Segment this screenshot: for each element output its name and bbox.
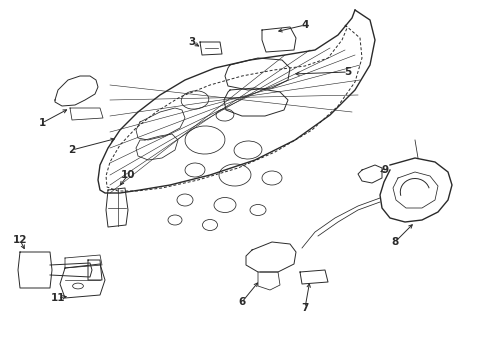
- Text: 7: 7: [301, 303, 309, 313]
- Text: 11: 11: [51, 293, 65, 303]
- Text: 12: 12: [13, 235, 27, 245]
- Text: 10: 10: [121, 170, 135, 180]
- Text: 9: 9: [381, 165, 389, 175]
- Text: 8: 8: [392, 237, 399, 247]
- Text: 1: 1: [38, 118, 46, 128]
- Text: 5: 5: [344, 67, 352, 77]
- Text: 3: 3: [188, 37, 196, 47]
- Text: 6: 6: [238, 297, 245, 307]
- Text: 2: 2: [69, 145, 75, 155]
- Text: 4: 4: [301, 20, 309, 30]
